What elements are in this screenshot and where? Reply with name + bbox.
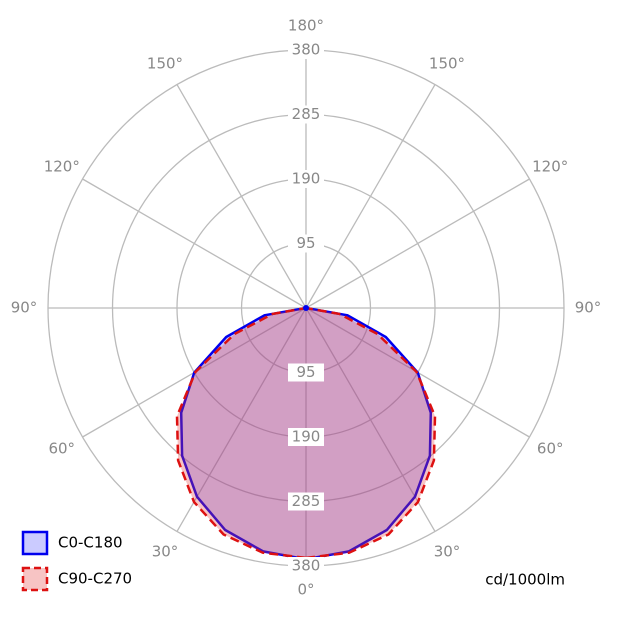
- angle-label: 30°: [152, 543, 179, 561]
- ring-label: 95: [296, 234, 315, 252]
- ring-label-bg: [288, 105, 324, 124]
- ring-label-bg: [288, 492, 324, 511]
- legend-label: C90-C270: [58, 570, 132, 588]
- ring-label-bg: [288, 41, 324, 59]
- ring-label-bg: [288, 557, 324, 575]
- ring-label-bg: [288, 428, 324, 446]
- legend-label: C0-C180: [58, 534, 123, 552]
- angle-label: 60°: [537, 440, 564, 458]
- angle-label: 150°: [429, 54, 465, 72]
- series-line: [305, 306, 437, 560]
- ring-label-bg: [288, 234, 324, 253]
- angle-label: 60°: [48, 440, 75, 458]
- radial-line: [305, 307, 436, 532]
- series-line: [305, 306, 433, 561]
- angle-label: 150°: [147, 54, 183, 72]
- angle-label: 30°: [434, 543, 461, 561]
- data: [175, 306, 437, 561]
- series-area: [306, 308, 435, 558]
- radial-line: [176, 307, 307, 532]
- radial-line: [176, 84, 307, 309]
- radial-line: [305, 84, 436, 309]
- center-dot: [303, 305, 309, 311]
- ring-label-bg: [288, 363, 324, 382]
- angle-label: 120°: [44, 158, 80, 176]
- angle-label: 120°: [532, 158, 568, 176]
- series-area: [306, 308, 431, 560]
- angle-label: 180°: [288, 17, 324, 35]
- angle-label: 0°: [297, 581, 314, 599]
- series-line: [179, 306, 307, 561]
- labels: 0° 30° 30° 60° 60° 90° 90° 120° 120° 150° 150° 180°…: [11, 17, 602, 599]
- ring-label-bg: [288, 170, 324, 188]
- legend-swatch: [21, 530, 49, 556]
- ring-label: 190: [292, 428, 321, 446]
- ring-label: 285: [292, 105, 321, 123]
- unit-label: cd/1000lm: [485, 571, 565, 589]
- radial-line: [82, 178, 307, 309]
- angle-label: 90°: [11, 299, 38, 317]
- legend-swatch: [21, 566, 49, 592]
- angle-label: 90°: [575, 299, 602, 317]
- radial-line: [305, 178, 530, 309]
- series-line: [175, 306, 307, 560]
- ring-label: 190: [292, 170, 321, 188]
- ring-label: 380: [292, 557, 321, 575]
- ring-label: 95: [296, 363, 315, 381]
- series-area: [181, 308, 306, 560]
- series-area: [177, 308, 306, 558]
- ring-label: 380: [292, 41, 321, 59]
- ring-label: 285: [292, 492, 321, 510]
